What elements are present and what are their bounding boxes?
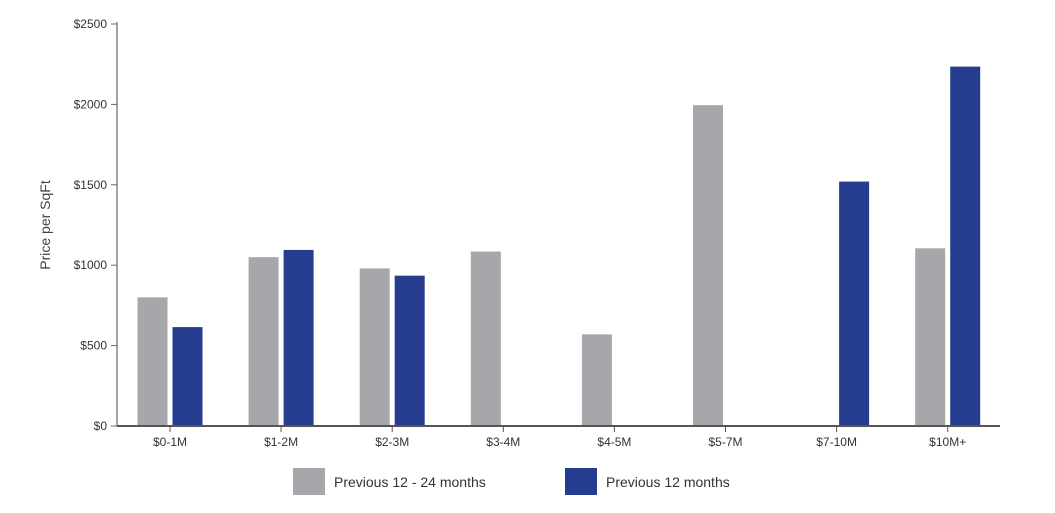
y-axis-ticks: $0 $500 $1000 $1500 $2000 $2500 <box>74 17 117 433</box>
bar-previous-12-24-months-4 <box>581 334 612 426</box>
x-tick-label: $2-3M <box>375 435 409 449</box>
bar-previous-12-24-months-5 <box>693 105 723 426</box>
x-axis-ticks: $0-1M $1-2M $2-3M $3-4M $4-5M $5-7M $7-10M $10M… <box>153 426 966 449</box>
bar-previous-12-months-2 <box>394 275 425 426</box>
legend-swatch-0 <box>293 468 325 495</box>
y-axis-title: Price per SqFt <box>37 180 53 270</box>
y-tick-label: $0 <box>94 419 108 433</box>
x-tick-label: $7-10M <box>816 435 857 449</box>
x-tick-label: $3-4M <box>486 435 520 449</box>
x-tick-label: $1-2M <box>264 435 298 449</box>
bar-previous-12-24-months-1 <box>248 257 279 426</box>
bar-previous-12-24-months-0 <box>137 297 168 426</box>
bars <box>137 66 981 426</box>
bar-previous-12-months-1 <box>283 249 314 426</box>
bar-previous-12-24-months-7 <box>915 248 946 426</box>
y-tick-label: $500 <box>80 339 107 353</box>
x-tick-label: $5-7M <box>708 435 742 449</box>
y-tick-label: $2500 <box>74 17 108 31</box>
legend-swatch-1 <box>565 468 597 495</box>
bar-previous-12-months-6 <box>839 181 870 426</box>
bar-previous-12-months-0 <box>172 327 203 426</box>
bar-previous-12-months-7 <box>950 66 981 426</box>
bar-previous-12-24-months-3 <box>470 251 501 426</box>
legend-label-1: Previous 12 months <box>606 474 730 490</box>
y-tick-label: $1000 <box>74 258 108 272</box>
x-tick-label: $4-5M <box>597 435 631 449</box>
bar-previous-12-24-months-2 <box>359 268 390 426</box>
x-tick-label: $0-1M <box>153 435 187 449</box>
y-tick-label: $2000 <box>74 97 108 111</box>
legend-label-0: Previous 12 - 24 months <box>334 474 486 490</box>
y-tick-label: $1500 <box>74 178 108 192</box>
x-tick-label: $10M+ <box>929 435 966 449</box>
legend: Previous 12 - 24 months Previous 12 month… <box>293 468 730 495</box>
